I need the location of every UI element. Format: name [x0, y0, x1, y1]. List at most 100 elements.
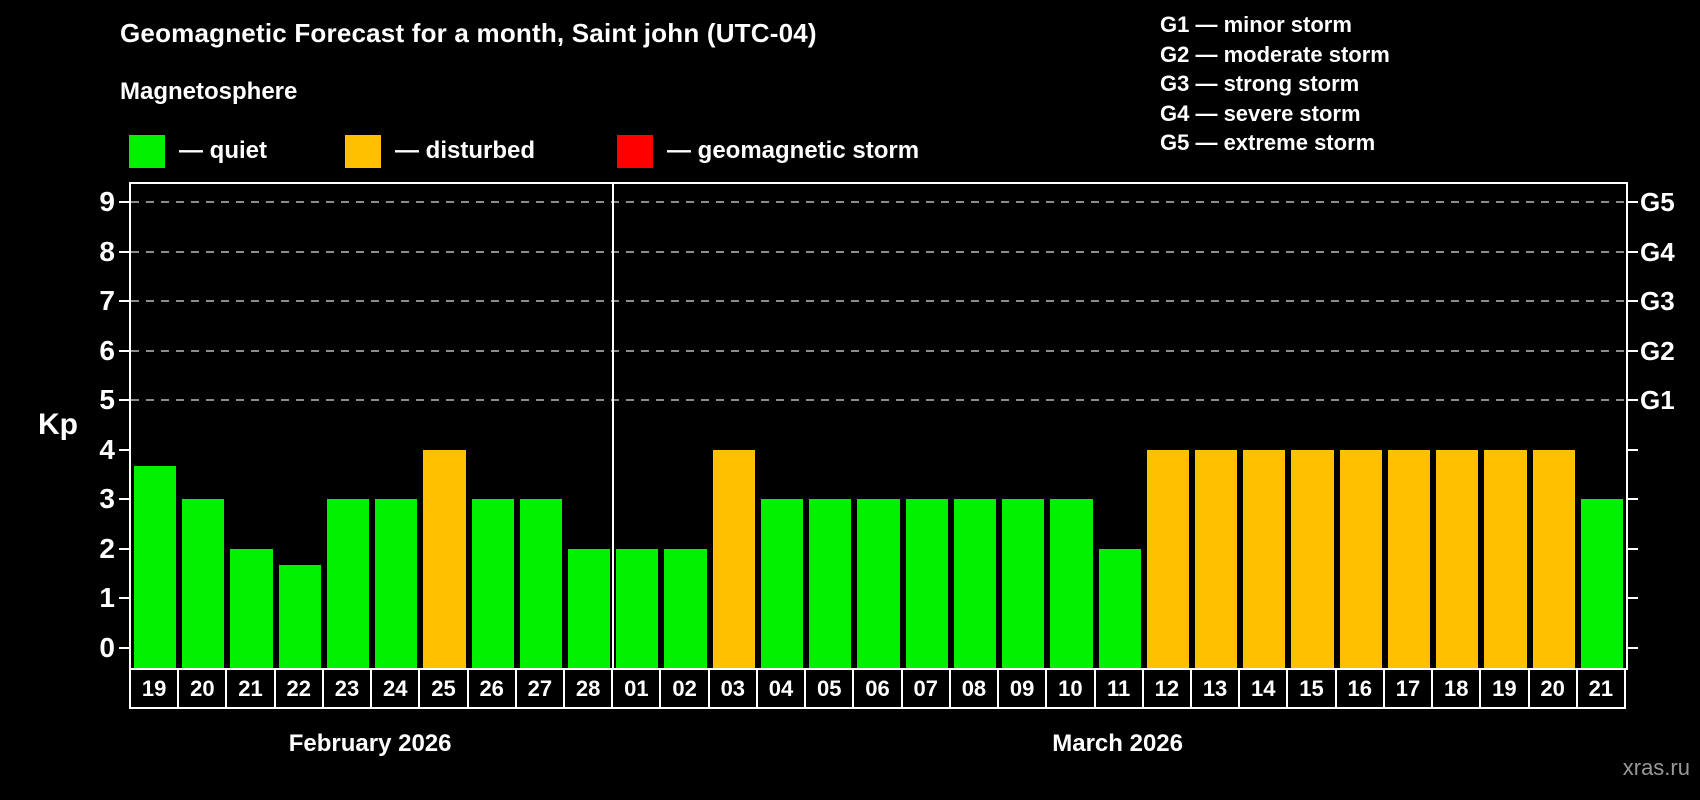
day-label-05: 05	[804, 668, 855, 709]
y-tick-label-4: 4	[99, 433, 115, 465]
day-label-18: 18	[1431, 668, 1482, 709]
bar-march-13	[1194, 449, 1238, 668]
g-label-G5: G5	[1640, 187, 1675, 218]
g-legend-line-2: G2 — moderate storm	[1160, 41, 1390, 67]
y-tick-left-2	[119, 547, 129, 550]
month-label-february: February 2026	[288, 730, 452, 757]
bar-february-28	[568, 548, 611, 668]
magnetosphere-legend: — quiet — disturbed — geomagnetic storm	[0, 134, 1100, 168]
day-label-28: 28	[563, 668, 614, 709]
bar-march-15	[1291, 449, 1334, 668]
y-tick-right-6	[1628, 349, 1638, 352]
day-label-21: 21	[1575, 668, 1626, 709]
day-label-02: 02	[659, 668, 710, 709]
day-label-08: 08	[948, 668, 1000, 709]
legend-swatch-quiet-icon	[129, 134, 165, 168]
y-tick-label-5: 5	[99, 384, 115, 416]
bar-march-21	[1580, 499, 1623, 668]
y-tick-label-8: 8	[99, 235, 115, 267]
y-tick-left-3	[119, 498, 129, 501]
day-label-01: 01	[611, 668, 662, 709]
day-label-03: 03	[707, 668, 758, 709]
gridline-kp8	[131, 250, 1626, 253]
day-label-19: 19	[1479, 668, 1530, 709]
day-label-07: 07	[900, 668, 951, 709]
y-tick-label-0: 0	[99, 632, 115, 663]
y-tick-left-9	[119, 201, 129, 204]
g-legend-line-1: G1 — minor storm	[1160, 12, 1352, 37]
gridline-kp9	[131, 201, 1626, 204]
bar-march-07	[905, 499, 948, 668]
y-tick-right-5	[1628, 399, 1638, 402]
bar-february-20	[182, 499, 225, 668]
g-label-G2: G2	[1640, 335, 1675, 366]
legend-label-disturbed: — disturbed	[395, 137, 536, 164]
day-label-26: 26	[466, 668, 517, 709]
bar-march-05	[809, 499, 852, 668]
day-label-04: 04	[755, 668, 807, 709]
bar-march-10	[1050, 499, 1093, 668]
g-label-G3: G3	[1640, 286, 1675, 317]
day-label-06: 06	[852, 668, 903, 709]
day-label-27: 27	[514, 668, 566, 709]
legend-label-storm: — geomagnetic storm	[667, 137, 920, 164]
y-tick-right-8	[1628, 250, 1638, 253]
bar-february-23	[326, 499, 370, 668]
y-tick-left-0	[119, 647, 129, 649]
day-label-10: 10	[1045, 668, 1096, 709]
bar-march-09	[1002, 499, 1045, 668]
day-label-11: 11	[1093, 668, 1144, 709]
g-scale-legend: G1 — minor storm G2 — moderate storm G3 — …	[1160, 10, 1390, 158]
gridline-kp5	[131, 399, 1626, 402]
bar-march-01	[616, 548, 659, 668]
bar-february-22	[278, 565, 321, 668]
y-tick-label-3: 3	[99, 483, 115, 515]
legend-item-quiet: — quiet	[129, 134, 267, 168]
day-axis: 19 20 21 22 23 24 25 26 27 28 01 02 03 04 05 06 07 08 09 10…	[129, 668, 1631, 713]
bar-march-12	[1146, 449, 1189, 668]
bar-february-25	[423, 449, 466, 668]
y-tick-right-4	[1628, 448, 1638, 451]
day-label-21: 21	[225, 668, 276, 709]
page-title: Geomagnetic Forecast for a month, Saint …	[120, 18, 817, 48]
g-label-G1: G1	[1640, 385, 1675, 416]
y-tick-left-7	[119, 300, 129, 303]
bar-march-14	[1243, 449, 1286, 668]
month-label-march: March 2026	[1052, 730, 1183, 757]
legend-item-disturbed: — disturbed	[345, 134, 535, 168]
bar-february-27	[519, 499, 563, 668]
legend-swatch-disturbed-icon	[345, 134, 381, 168]
legend-item-storm: — geomagnetic storm	[617, 134, 919, 168]
bar-march-16	[1339, 449, 1382, 668]
y-axis-title: Kp	[38, 408, 78, 441]
bar-march-02	[664, 548, 707, 668]
y-tick-right-0	[1628, 647, 1638, 649]
g-legend-line-5: G5 — extreme storm	[1160, 130, 1376, 155]
y-tick-right-2	[1628, 547, 1638, 550]
y-tick-label-7: 7	[99, 285, 115, 317]
day-label-17: 17	[1382, 668, 1434, 709]
bar-march-04	[760, 499, 804, 668]
month-labels: February 2026 March 2026	[129, 730, 1631, 770]
y-tick-left-1	[119, 597, 129, 600]
y-tick-label-2: 2	[99, 532, 115, 564]
legend-label-quiet: — quiet	[179, 137, 267, 164]
bar-march-17	[1387, 449, 1431, 668]
day-label-12: 12	[1141, 668, 1192, 709]
plot-area	[119, 182, 1638, 670]
day-label-23: 23	[321, 668, 373, 709]
gridline-kp6	[131, 349, 1626, 352]
magnetosphere-label: Magnetosphere	[120, 78, 298, 105]
day-label-13: 13	[1189, 668, 1241, 709]
day-label-19: 19	[129, 668, 180, 709]
bar-march-08	[953, 499, 997, 668]
bar-february-24	[375, 499, 418, 668]
y-tick-left-6	[119, 349, 129, 352]
y-tick-label-9: 9	[99, 186, 115, 218]
bar-february-21	[230, 548, 273, 668]
day-label-22: 22	[273, 668, 324, 709]
y-tick-left-5	[119, 399, 129, 402]
day-label-16: 16	[1334, 668, 1385, 709]
day-label-15: 15	[1286, 668, 1337, 709]
